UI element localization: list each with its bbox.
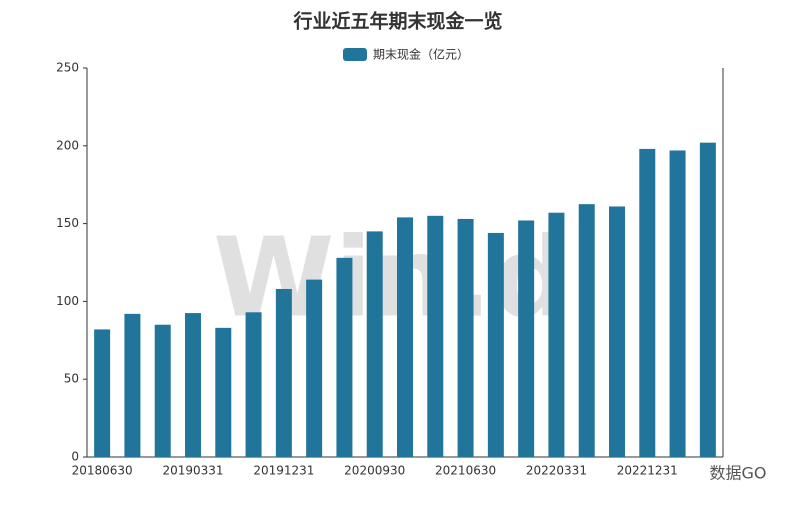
bar	[578, 204, 595, 457]
bar	[669, 150, 686, 457]
x-tick-label: 20190331	[162, 464, 223, 478]
source-label: 数据GO	[710, 464, 767, 483]
bar	[639, 148, 656, 458]
x-tick-label: 20200930	[344, 464, 405, 478]
bar	[336, 257, 353, 457]
y-tick-label: 50	[64, 372, 79, 386]
bar	[609, 206, 625, 457]
y-tick-label: 200	[56, 138, 79, 152]
bar	[487, 232, 504, 457]
x-tick-label: 20191231	[253, 464, 314, 478]
watermark: Win.d	[213, 213, 571, 341]
bar	[154, 324, 171, 457]
x-tick-label: 20220331	[526, 464, 587, 478]
bar	[275, 288, 292, 457]
x-tick-label: 20221231	[617, 464, 678, 478]
bar	[366, 231, 383, 457]
chart-title: 行业近五年期末现金一览	[292, 10, 502, 33]
y-tick-label: 100	[56, 294, 79, 308]
legend-swatch	[343, 48, 367, 61]
bar	[699, 142, 716, 458]
bar	[306, 279, 323, 457]
x-tick-label: 20180630	[72, 464, 133, 478]
bar	[518, 220, 535, 457]
x-tick-label: 20210630	[435, 464, 496, 478]
bar	[397, 217, 413, 457]
bar	[457, 218, 474, 457]
bar	[215, 327, 232, 457]
y-tick-label: 150	[56, 216, 79, 230]
bar	[245, 312, 262, 457]
bar	[185, 313, 201, 457]
bar	[548, 212, 565, 457]
bar	[427, 215, 444, 457]
legend-label: 期末现金（亿元）	[373, 47, 469, 62]
bar	[124, 313, 141, 457]
y-tick-label: 0	[71, 450, 79, 464]
y-tick-label: 250	[56, 61, 79, 75]
bar	[94, 329, 111, 457]
